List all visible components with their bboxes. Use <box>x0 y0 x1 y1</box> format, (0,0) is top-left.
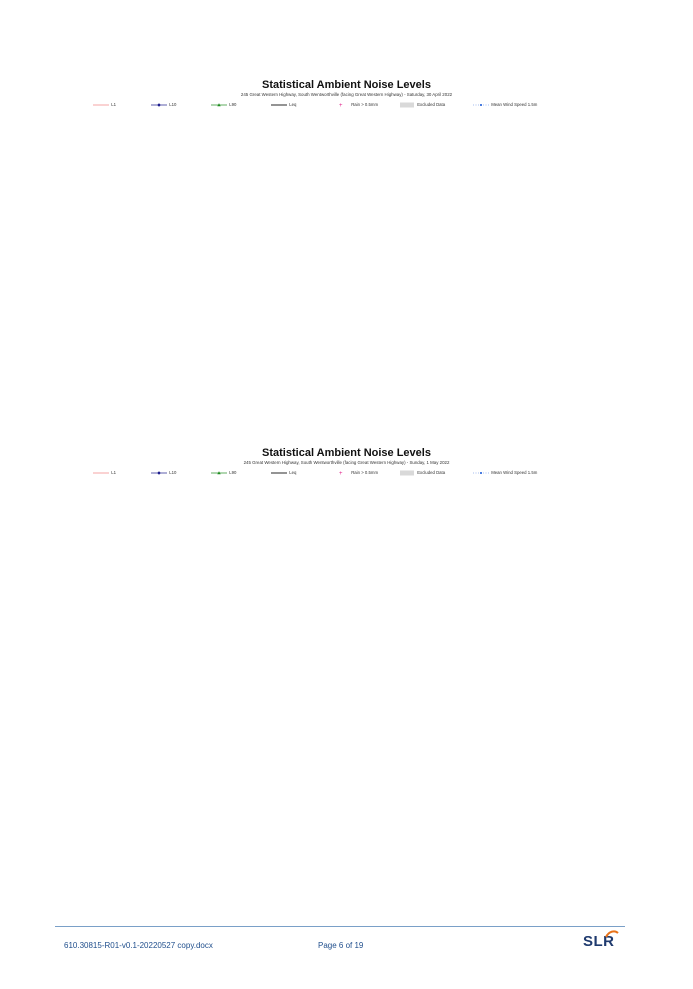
noise-chart-sunday: Statistical Ambient Noise Levels 245 Gre… <box>40 446 653 828</box>
legend-marker-l90 <box>217 103 221 107</box>
noise-chart-saturday: Statistical Ambient Noise Levels 245 Gre… <box>40 78 653 460</box>
legend-label-rain: Rain > 0.5mm <box>350 470 379 475</box>
legend-swatch-rain: + <box>339 103 343 109</box>
legend-rain: + Rain > 0.5mm <box>332 101 379 109</box>
legend-label-excluded: Excluded Data <box>416 102 446 107</box>
legend-label-leq: Leq <box>288 102 297 107</box>
legend-l10: L10 <box>150 101 176 108</box>
legend-marker-l10 <box>157 471 161 475</box>
legend-swatch-excluded <box>400 102 414 108</box>
legend-label-rain: Rain > 0.5mm <box>350 102 379 107</box>
legend-marker-wind <box>480 103 482 106</box>
legend-l90: L90 <box>210 469 236 476</box>
legend-swatch-leq <box>271 472 287 474</box>
legend-swatch-wind <box>473 103 489 106</box>
legend-label-l90: L90 <box>228 470 237 475</box>
legend-rain: + Rain > 0.5mm <box>332 469 379 477</box>
footer-page-number: Page 6 of 19 <box>318 941 364 950</box>
legend-swatch-wind <box>473 471 489 474</box>
legend-leq: Leq <box>270 469 296 476</box>
legend-label-l1: L1 <box>110 470 116 475</box>
legend-marker-l10 <box>157 103 161 107</box>
legend-label-l90: L90 <box>228 102 237 107</box>
legend-swatch-leq <box>271 104 287 106</box>
legend-label-l10: L10 <box>168 470 177 475</box>
legend-l10: L10 <box>150 469 176 476</box>
legend-wind: Mean Wind Speed 1.5m <box>472 101 537 108</box>
legend-label-excluded: Excluded Data <box>416 470 446 475</box>
footer-divider <box>55 926 625 927</box>
logo-swoosh-icon <box>605 930 619 938</box>
legend-excluded: Excluded Data <box>398 101 445 108</box>
chart-plot <box>40 446 653 806</box>
chart-title: Statistical Ambient Noise Levels <box>262 447 431 459</box>
legend-swatch-l90 <box>211 103 227 107</box>
svg-text:+: + <box>339 103 343 108</box>
legend-marker-l90 <box>217 471 221 475</box>
legend-wind: Mean Wind Speed 1.5m <box>472 469 537 476</box>
legend-marker-wind <box>480 471 482 474</box>
legend-label-l10: L10 <box>168 102 177 107</box>
legend-l90: L90 <box>210 101 236 108</box>
legend-swatch-l10 <box>151 103 167 107</box>
legend-label-leq: Leq <box>288 470 297 475</box>
legend-label-wind: Mean Wind Speed 1.5m <box>490 470 538 475</box>
legend-excluded: Excluded Data <box>398 469 445 476</box>
svg-text:+: + <box>339 471 343 476</box>
legend-swatch-excluded <box>400 470 414 476</box>
chart-title: Statistical Ambient Noise Levels <box>262 79 431 91</box>
chart-subtitle: 245 Great Western Highway, South Wentwor… <box>243 460 450 465</box>
chart-subtitle: 245 Great Western Highway, South Wentwor… <box>240 92 453 97</box>
legend-leq: Leq <box>270 101 296 108</box>
legend-label-wind: Mean Wind Speed 1.5m <box>490 102 538 107</box>
legend-label-l1: L1 <box>110 102 116 107</box>
legend-swatch-l10 <box>151 471 167 475</box>
footer-document-reference: 610.30815-R01-v0.1-20220527 copy.docx <box>64 941 213 950</box>
legend-swatch-rain: + <box>339 471 343 477</box>
legend-swatch-l90 <box>211 471 227 475</box>
chart-plot <box>40 78 653 438</box>
slr-logo: SLR <box>583 933 615 950</box>
